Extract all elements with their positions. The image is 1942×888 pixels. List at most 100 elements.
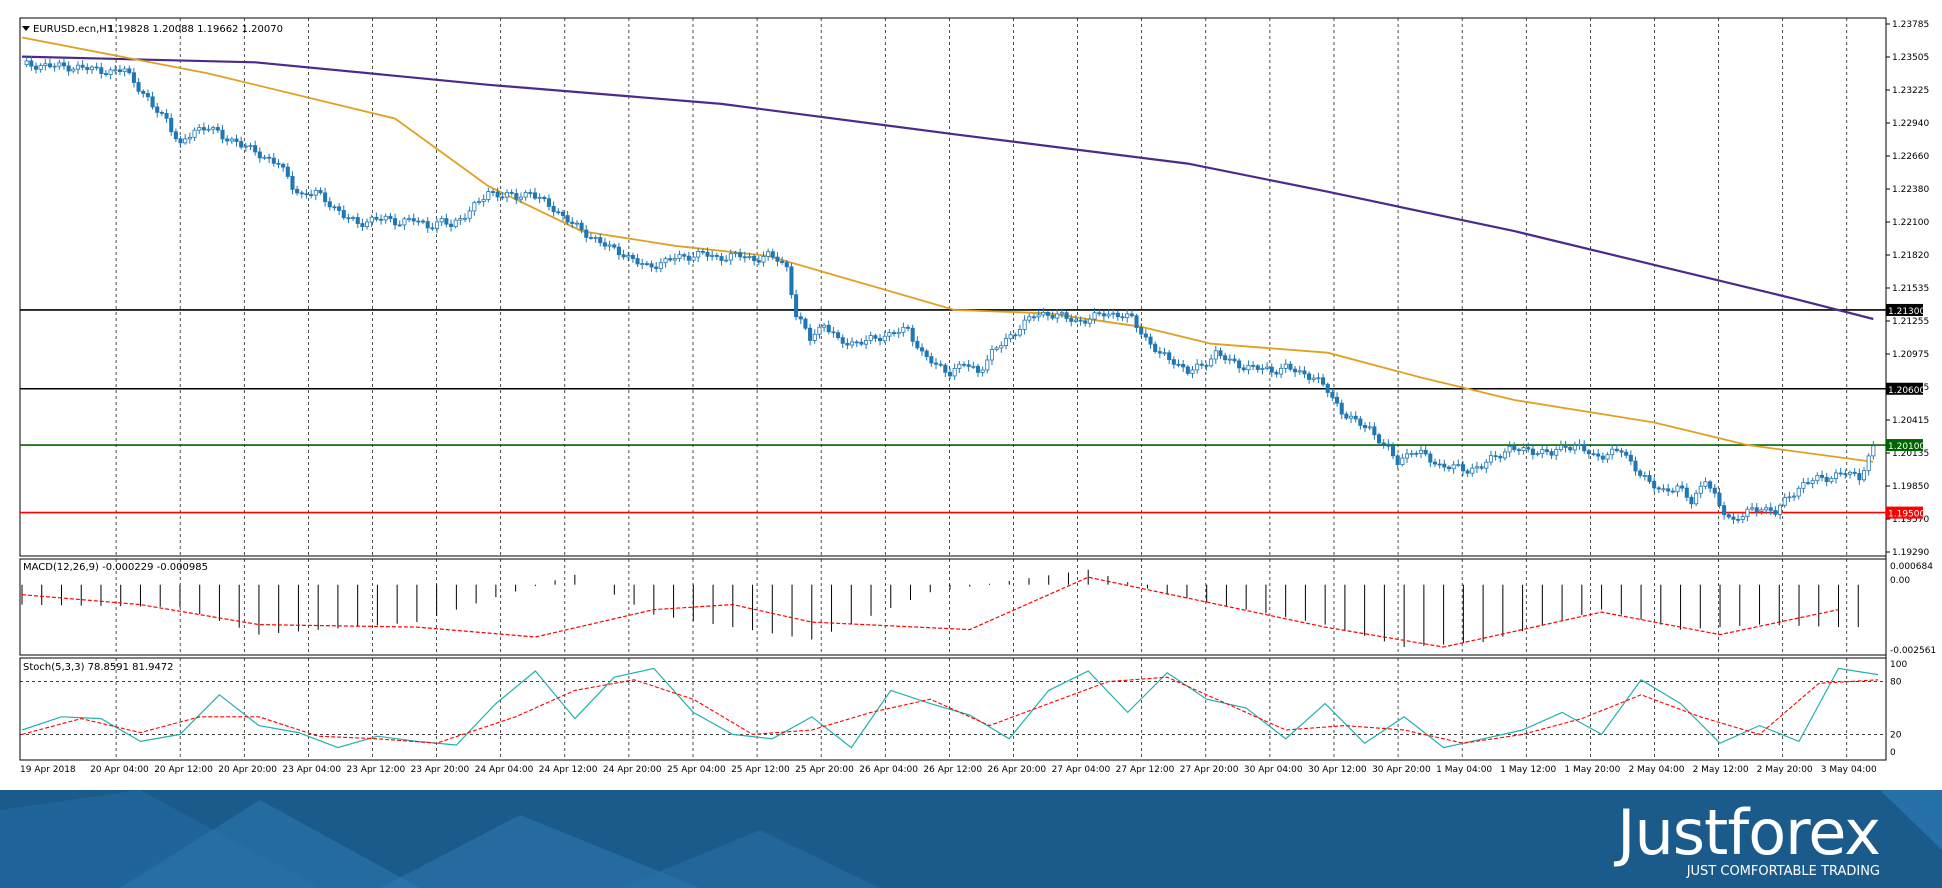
candle-body <box>626 254 631 258</box>
candle-body <box>999 345 1004 349</box>
candle-body <box>1796 487 1801 497</box>
level-tag-label: 1.20600 <box>1888 386 1925 396</box>
candle-body <box>845 342 850 346</box>
candle-body <box>323 192 328 203</box>
candle-body <box>1409 452 1414 455</box>
candle-body <box>248 145 253 148</box>
time-label: 30 Apr 04:00 <box>1244 765 1303 775</box>
candle-body <box>850 341 855 346</box>
candle-body <box>127 68 132 74</box>
candle-body <box>43 63 48 66</box>
candle-body <box>1437 463 1442 466</box>
time-axis: 19 Apr 2018 20 Apr 04:00 20 Apr 12:00 20 Ap… <box>20 765 1877 775</box>
candle-body <box>808 327 813 341</box>
candle-body <box>658 262 663 269</box>
candle-body <box>1731 516 1736 520</box>
candle-body <box>1241 367 1246 371</box>
candle-body <box>1255 365 1260 370</box>
macd-title: MACD(12,26,9) -0.000229 -0.000985 <box>23 562 208 573</box>
candle-body <box>1647 475 1652 482</box>
candle-body <box>803 318 808 329</box>
candle-body <box>1740 516 1745 520</box>
candle-body <box>1563 445 1568 448</box>
candle-body <box>239 141 244 148</box>
candle-body <box>1493 455 1498 458</box>
candle-body <box>262 156 267 159</box>
candle-body <box>229 138 234 142</box>
time-label: 2 May 12:00 <box>1693 765 1749 775</box>
candle-body <box>859 341 864 345</box>
candle-body <box>719 256 724 261</box>
candle-body <box>220 129 225 140</box>
candle-body <box>1325 383 1330 393</box>
candle-body <box>1302 370 1307 375</box>
candle-body <box>1386 443 1391 447</box>
candle-body <box>789 266 794 296</box>
candle-body <box>1577 443 1582 446</box>
candle-body <box>1833 472 1839 479</box>
candle-body <box>1055 313 1060 319</box>
candle-body <box>52 65 57 68</box>
candle-body <box>1316 377 1321 380</box>
candle-body <box>1181 363 1186 368</box>
price-tick-label: 1.19290 <box>1892 548 1929 558</box>
candle-body <box>1059 312 1064 315</box>
candle-body <box>1530 448 1535 455</box>
candle-body <box>462 217 468 220</box>
candle-body <box>1787 496 1792 499</box>
time-label: 26 Apr 12:00 <box>923 765 982 775</box>
candle-body <box>1474 466 1479 469</box>
collapse-arrow-icon[interactable] <box>22 26 30 31</box>
candle-body <box>775 256 780 262</box>
candle-body <box>1400 457 1405 465</box>
candle-body <box>752 256 757 261</box>
candle-body <box>1232 358 1237 362</box>
time-label: 25 Apr 12:00 <box>731 765 790 775</box>
candle-body <box>1372 426 1377 436</box>
candle-body <box>1745 508 1750 517</box>
price-tick-label: 1.23225 <box>1892 86 1929 96</box>
candle-body <box>337 206 342 211</box>
candle-body <box>1283 363 1288 369</box>
candle-body <box>1871 445 1876 457</box>
candle-body <box>85 66 90 71</box>
time-label: 2 May 04:00 <box>1628 765 1684 775</box>
candle-body <box>682 254 687 257</box>
candle-body <box>57 62 62 67</box>
stoch-tick-label: 80 <box>1890 678 1902 688</box>
candle-body <box>593 237 598 239</box>
time-label: 24 Apr 20:00 <box>603 765 662 775</box>
candle-body <box>1460 464 1465 472</box>
candle-body <box>1125 313 1130 319</box>
candle-body <box>187 136 192 140</box>
candle-body <box>1446 466 1452 470</box>
candle-body <box>938 363 943 366</box>
candle-body <box>285 166 290 177</box>
time-label: 2 May 20:00 <box>1757 765 1813 775</box>
candle-body <box>640 263 645 265</box>
candle-body <box>882 335 887 342</box>
candle-body <box>1614 448 1619 452</box>
candle-body <box>910 327 915 342</box>
level-tag <box>1886 303 1923 316</box>
candle-body <box>369 216 374 223</box>
candle-body <box>1815 474 1820 482</box>
candle-body <box>201 127 206 131</box>
candle-body <box>416 220 421 223</box>
candle-body <box>1600 455 1605 460</box>
candle-body <box>1512 445 1517 451</box>
candle-body <box>980 369 985 373</box>
candle-body <box>1031 316 1036 319</box>
price-chart[interactable]: 1.23785 1.23505 1.23225 1.22940 1.22660 1.223… <box>0 0 1942 790</box>
candle-body <box>1390 445 1396 457</box>
candle-body <box>1134 315 1139 328</box>
candle-body <box>393 218 398 226</box>
candle-body <box>206 128 211 131</box>
candle-body <box>476 201 482 204</box>
candle-body <box>1045 312 1050 316</box>
candle-body <box>1633 460 1638 472</box>
candle-body <box>103 73 108 75</box>
price-tick-label: 1.23505 <box>1892 53 1929 63</box>
candle-body <box>1596 453 1601 457</box>
candle-body <box>1754 507 1759 512</box>
